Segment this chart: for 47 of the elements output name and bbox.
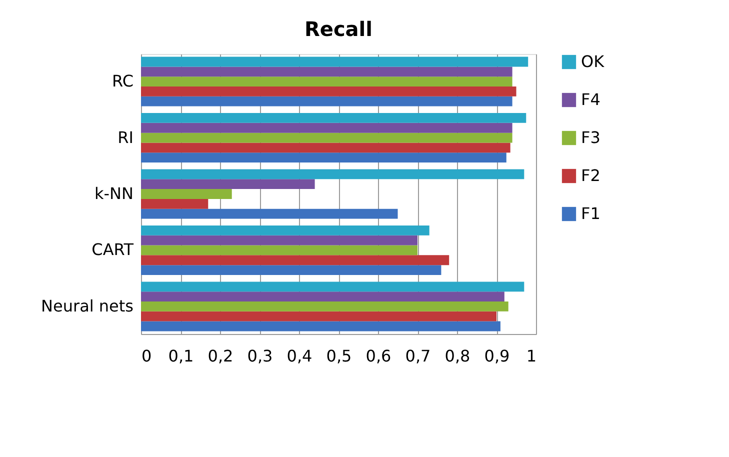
y-tick-label: Neural nets xyxy=(41,296,134,316)
bar xyxy=(141,122,512,133)
legend-label: F4 xyxy=(581,90,600,109)
legend-label: F1 xyxy=(581,204,600,223)
x-tick-label: 0 xyxy=(142,346,152,366)
y-tick-label: RI xyxy=(118,128,134,147)
bar xyxy=(141,265,442,275)
x-tick-label: 0,6 xyxy=(366,346,392,366)
legend-label: F3 xyxy=(581,128,600,147)
y-tick-label: RC xyxy=(112,72,134,91)
bar xyxy=(141,235,418,246)
x-tick-label: 0,5 xyxy=(326,346,352,366)
x-tick-label: 0,9 xyxy=(484,346,510,366)
bar xyxy=(141,189,232,199)
x-tick-label: 0,3 xyxy=(247,346,273,366)
bar xyxy=(141,302,508,312)
legend-label: OK xyxy=(581,52,605,71)
legend-label: F2 xyxy=(581,166,600,185)
bar xyxy=(141,152,506,163)
bar xyxy=(141,96,512,106)
bar xyxy=(141,225,430,236)
bar xyxy=(141,66,512,77)
bar xyxy=(141,198,208,209)
bar xyxy=(141,292,504,302)
x-tick-label: 0,8 xyxy=(444,346,470,366)
bar xyxy=(141,86,516,96)
bar xyxy=(141,255,450,266)
bar xyxy=(141,132,512,143)
x-tick-label: 0,4 xyxy=(286,346,312,366)
bar xyxy=(141,311,496,322)
bar xyxy=(141,56,528,67)
bar xyxy=(141,208,398,219)
bar xyxy=(141,245,418,256)
bar xyxy=(141,142,510,153)
x-tick-label: 0,2 xyxy=(208,346,234,366)
bar xyxy=(141,76,512,86)
y-tick-label: CART xyxy=(92,240,134,260)
y-tick-label: k-NN xyxy=(94,184,134,203)
bar xyxy=(141,321,500,332)
x-tick-label: 0,1 xyxy=(168,346,194,366)
bar xyxy=(141,113,526,123)
bar xyxy=(141,179,315,190)
bar xyxy=(141,169,524,180)
x-tick-label: 0,7 xyxy=(405,346,431,366)
chart-title: Recall xyxy=(304,17,373,41)
x-tick-label: 1 xyxy=(526,346,536,366)
bar xyxy=(141,282,524,292)
